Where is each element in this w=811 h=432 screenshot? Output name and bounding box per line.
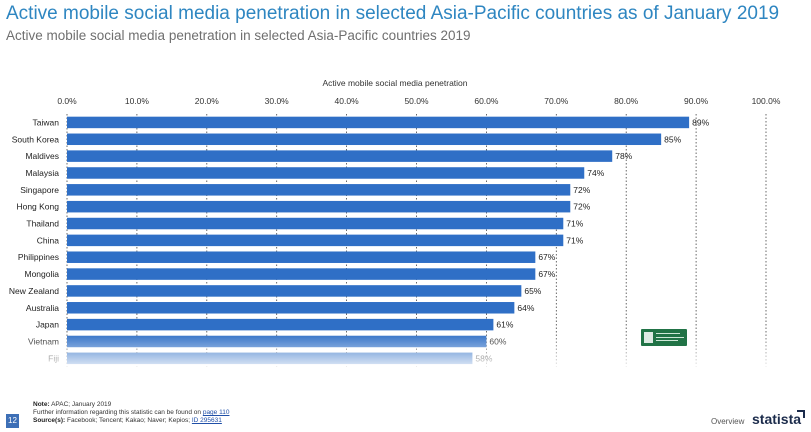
bar[interactable]: [67, 251, 536, 263]
bar[interactable]: [67, 268, 536, 280]
sources-text: Facebook; Tencent; Kakao; Naver; Kepios;: [66, 417, 191, 424]
category-label: Malaysia: [25, 168, 59, 178]
x-tick-label: 70.0%: [544, 96, 569, 106]
further-info-text: Further information regarding this stati…: [33, 409, 202, 416]
statistic-id-link[interactable]: ID 295631: [191, 417, 222, 424]
value-label: 67%: [538, 269, 555, 279]
bar[interactable]: [67, 133, 662, 146]
value-label: 65%: [524, 286, 541, 296]
value-label: 72%: [573, 202, 590, 212]
fade-overlay: [0, 333, 811, 367]
x-tick-label: 50.0%: [404, 96, 429, 106]
bar[interactable]: [67, 217, 564, 230]
value-label: 74%: [587, 168, 604, 178]
x-tick-label: 10.0%: [125, 96, 150, 106]
bar[interactable]: [67, 285, 522, 297]
x-tick-label: 80.0%: [614, 96, 639, 106]
excel-sheet-icon: [644, 332, 653, 343]
bar-chart: Active mobile social media penetration 0…: [0, 78, 811, 367]
note-text: APAC; January 2019: [51, 401, 112, 408]
category-label: Hong Kong: [16, 202, 59, 212]
value-label: 78%: [615, 151, 632, 161]
category-label: Thailand: [26, 219, 59, 229]
bar[interactable]: [67, 167, 585, 179]
x-tick-label: 100.0%: [752, 96, 781, 106]
category-label: China: [37, 235, 59, 245]
x-tick-label: 90.0%: [684, 96, 709, 106]
category-label: Maldives: [25, 151, 59, 161]
page-number: 12: [6, 414, 19, 428]
bar[interactable]: [67, 184, 571, 196]
footer-note: Note: APAC; January 2019 Further informa…: [33, 401, 229, 425]
page-link[interactable]: page 110: [202, 409, 230, 416]
page-title: Active mobile social media penetration i…: [6, 3, 780, 24]
value-label: 71%: [566, 235, 583, 245]
value-label: 64%: [517, 303, 534, 313]
bar[interactable]: [67, 302, 515, 314]
category-label: Australia: [26, 303, 59, 313]
value-label: 89%: [692, 117, 709, 127]
page-subtitle: Active mobile social media penetration i…: [6, 28, 471, 43]
x-tick-label: 40.0%: [335, 96, 360, 106]
bar[interactable]: [67, 116, 690, 129]
value-label: 67%: [538, 252, 555, 262]
category-label: Singapore: [20, 185, 59, 195]
x-tick-label: 30.0%: [265, 96, 290, 106]
value-label: 72%: [573, 185, 590, 195]
bar[interactable]: [67, 200, 571, 213]
x-tick-label: 0.0%: [57, 96, 77, 106]
excel-icon[interactable]: [641, 329, 687, 346]
logo-arrow-icon: [797, 410, 805, 418]
value-label: 61%: [496, 320, 513, 330]
category-label: Mongolia: [25, 269, 60, 279]
axis-title: Active mobile social media penetration: [322, 78, 467, 88]
category-label: New Zealand: [9, 286, 59, 296]
x-tick-label: 60.0%: [474, 96, 499, 106]
bar[interactable]: [67, 150, 613, 162]
statista-logo: statista: [752, 411, 802, 427]
value-label: 71%: [566, 219, 583, 229]
note-label: Note:: [33, 401, 50, 408]
category-label: Philippines: [18, 252, 59, 262]
category-label: Japan: [36, 320, 59, 330]
bar[interactable]: [67, 318, 494, 331]
category-label: Taiwan: [33, 117, 60, 127]
category-label: South Korea: [12, 134, 60, 144]
sources-label: Source(s):: [33, 417, 66, 424]
bar[interactable]: [67, 234, 564, 247]
overview-link[interactable]: Overview: [711, 417, 745, 426]
value-label: 85%: [664, 134, 681, 144]
x-tick-label: 20.0%: [195, 96, 220, 106]
